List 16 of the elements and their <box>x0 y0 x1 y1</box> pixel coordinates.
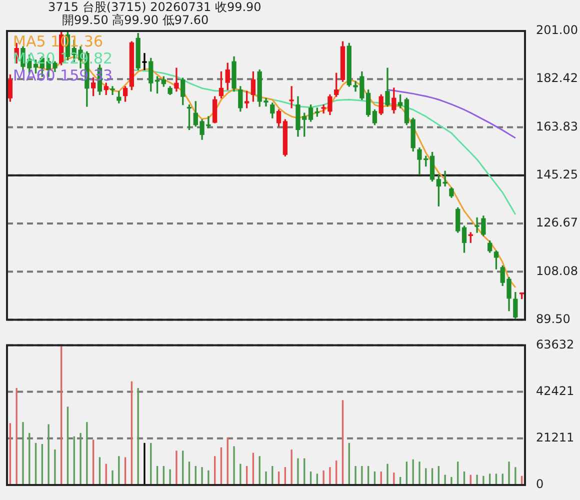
candlestick <box>142 52 147 70</box>
y-tick-label: 145.25 <box>536 168 578 182</box>
y-tick-label: 126.67 <box>536 216 578 230</box>
candlestick <box>174 68 179 92</box>
chart-subtitle: 開99.50 高99.90 低97.60 <box>62 13 209 27</box>
y-tick-label: 163.83 <box>536 119 578 134</box>
y-tick-label: 63632 <box>536 337 574 352</box>
y-tick-label: 182.42 <box>536 71 578 86</box>
y-tick-label: 21211 <box>536 430 574 445</box>
y-tick-label: 89.50 <box>536 312 570 326</box>
y-tick-label: 201.00 <box>536 23 578 38</box>
chart-title: 3715 台股(3715) 20260731 收99.90 <box>48 0 262 14</box>
y-tick-label: 108.08 <box>536 264 578 278</box>
candlestick <box>110 86 115 96</box>
y-tick-label: 42421 <box>536 384 574 398</box>
y-tick-label: 0 <box>536 477 544 492</box>
